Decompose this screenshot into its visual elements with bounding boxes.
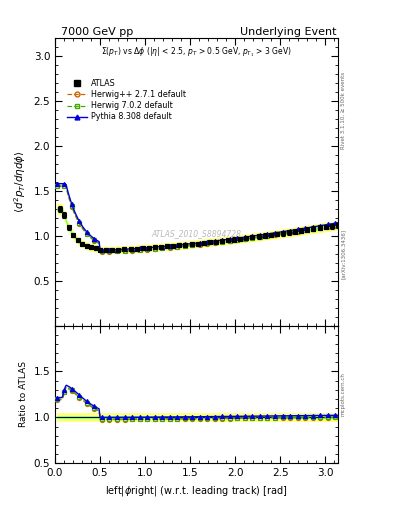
- Text: mcplots.cern.ch: mcplots.cern.ch: [341, 373, 346, 416]
- Text: 7000 GeV pp: 7000 GeV pp: [61, 27, 133, 37]
- Text: $\Sigma(p_T)$ vs $\Delta\phi$ ($|\eta|$ < 2.5, $p_T$ > 0.5 GeV, $p_{T_1}$ > 3 Ge: $\Sigma(p_T)$ vs $\Delta\phi$ ($|\eta|$ …: [101, 46, 292, 59]
- Y-axis label: Ratio to ATLAS: Ratio to ATLAS: [19, 361, 28, 428]
- Legend: ATLAS, Herwig++ 2.7.1 default, Herwig 7.0.2 default, Pythia 8.308 default: ATLAS, Herwig++ 2.7.1 default, Herwig 7.…: [65, 77, 189, 124]
- Text: Rivet 3.1.10, ≥ 500k events: Rivet 3.1.10, ≥ 500k events: [341, 72, 346, 149]
- Y-axis label: $\langle d^2 p_T/d\eta d\phi\rangle$: $\langle d^2 p_T/d\eta d\phi\rangle$: [12, 151, 28, 214]
- Text: Underlying Event: Underlying Event: [239, 27, 336, 37]
- Text: [arXiv:1306.3436]: [arXiv:1306.3436]: [341, 229, 346, 279]
- X-axis label: left|$\phi$right| (w.r.t. leading track) [rad]: left|$\phi$right| (w.r.t. leading track)…: [105, 484, 288, 498]
- Text: ATLAS_2010_S8894728: ATLAS_2010_S8894728: [151, 229, 242, 238]
